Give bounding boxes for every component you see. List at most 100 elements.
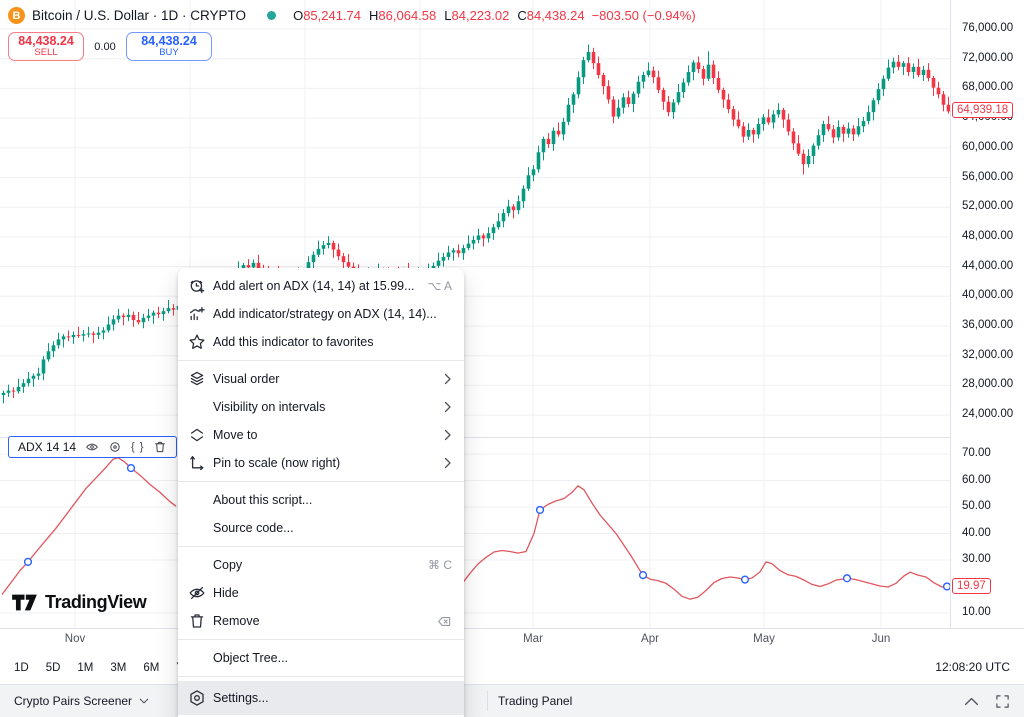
- menu-item-pin-to-scale-now-right[interactable]: Pin to scale (now right): [178, 449, 464, 477]
- price-axis[interactable]: 76,000.0072,000.0068,000.0064,000.0060,0…: [950, 0, 1024, 650]
- chevron-right-icon: [444, 401, 452, 413]
- adx-tick: 50.00: [962, 500, 991, 512]
- move-vertical-icon: [188, 426, 206, 444]
- price-tick: 44,000.00: [962, 259, 1014, 272]
- menu-item-settings[interactable]: Settings...: [178, 681, 464, 715]
- menu-divider: [178, 481, 464, 482]
- eye-icon[interactable]: [85, 440, 99, 454]
- adx-tick: 30.00: [962, 553, 991, 565]
- menu-item-label: Remove: [213, 614, 260, 628]
- sell-button[interactable]: 84,438.24 SELL: [8, 32, 84, 61]
- range-toolbar: 1D5D1M3M6MYTD 12:08:20 UTC: [0, 650, 1024, 684]
- menu-item-add-indicator-strategy-on-ad[interactable]: Add indicator/strategy on ADX (14, 14)..…: [178, 300, 464, 328]
- chevron-up-icon[interactable]: [964, 694, 979, 709]
- chart-canvas[interactable]: [0, 0, 950, 628]
- trade-buttons: 84,438.24 SELL 0.00 84,438.24 BUY: [8, 32, 212, 61]
- menu-item-about-this-script[interactable]: About this script...: [178, 486, 464, 514]
- menu-item-add-this-indicator-to-favori[interactable]: Add this indicator to favorites: [178, 328, 464, 356]
- menu-item-label: About this script...: [213, 493, 313, 507]
- symbol-header: B Bitcoin / U.S. Dollar · 1D · CRYPTO O8…: [8, 7, 696, 24]
- target-icon[interactable]: [108, 440, 122, 454]
- month-label: Mar: [523, 633, 543, 645]
- last-price-label: 64,939.18: [952, 102, 1014, 119]
- range-button-5d[interactable]: 5D: [45, 662, 61, 674]
- ohlc-pair: O85,241.74: [293, 8, 362, 23]
- layers-icon: [188, 370, 206, 388]
- menu-divider: [178, 676, 464, 677]
- chevron-right-icon: [444, 373, 452, 385]
- month-label: Apr: [641, 633, 659, 645]
- month-label: May: [753, 633, 775, 645]
- chevron-right-icon: [444, 457, 452, 469]
- menu-item-remove[interactable]: Remove: [178, 607, 464, 635]
- star-icon: [188, 333, 206, 351]
- tradingview-mark-icon: [12, 594, 37, 611]
- month-label: Nov: [64, 633, 86, 645]
- pane-separator[interactable]: [0, 437, 1024, 438]
- menu-item-visibility-on-intervals[interactable]: Visibility on intervals: [178, 393, 464, 421]
- menu-item-label: Hide: [213, 586, 239, 600]
- buy-button[interactable]: 84,438.24 BUY: [126, 32, 212, 61]
- range-button-1m[interactable]: 1M: [77, 662, 94, 674]
- eye-off-icon: [188, 584, 206, 602]
- trading-panel-toggle[interactable]: Trading Panel: [498, 694, 573, 708]
- price-tick: 48,000.00: [962, 229, 1014, 242]
- menu-item-label: Add indicator/strategy on ADX (14, 14)..…: [213, 307, 437, 321]
- indicator-add-icon: [188, 305, 206, 323]
- menu-item-label: Add this indicator to favorites: [213, 335, 374, 349]
- menu-item-source-code[interactable]: Source code...: [178, 514, 464, 542]
- menu-item-add-alert-on-adx-at[interactable]: Add alert on ADX (14, 14) at 15.99... ⌥ A: [178, 272, 464, 300]
- bitcoin-icon: B: [8, 7, 25, 24]
- symbol-title[interactable]: Bitcoin / U.S. Dollar · 1D · CRYPTO: [32, 8, 247, 23]
- month-label: Jun: [871, 633, 891, 645]
- sell-label: SELL: [34, 47, 58, 59]
- menu-divider: [178, 546, 464, 547]
- trash-icon: [188, 612, 206, 630]
- tradingview-logo: TradingView: [11, 592, 147, 613]
- range-button-6m[interactable]: 6M: [143, 662, 160, 674]
- adx-legend-title: ADX 14 14: [18, 440, 77, 454]
- pin-scale-icon: [188, 454, 206, 472]
- screener-toggle[interactable]: Crypto Pairs Screener: [0, 694, 487, 708]
- range-button-3m[interactable]: 3M: [110, 662, 127, 674]
- menu-item-label: Object Tree...: [213, 651, 289, 665]
- utc-clock[interactable]: 12:08:20 UTC: [935, 660, 1010, 674]
- icon-spacer: [188, 519, 206, 537]
- price-tick: 68,000.00: [962, 81, 1014, 94]
- ohlc-values: O85,241.74 H86,064.58 L84,223.02 C84,438.24: [293, 8, 585, 23]
- screener-label: Crypto Pairs Screener: [14, 694, 133, 708]
- menu-item-label: Pin to scale (now right): [213, 456, 341, 470]
- menu-item-move-to[interactable]: Move to: [178, 421, 464, 449]
- price-tick: 56,000.00: [962, 170, 1014, 183]
- adx-tick: 60.00: [962, 473, 991, 486]
- expand-icon[interactable]: [995, 694, 1010, 709]
- menu-divider: [178, 360, 464, 361]
- menu-item-label: Source code...: [213, 521, 294, 535]
- adx-tick: 10.00: [962, 606, 991, 618]
- change-value: −803.50 (−0.94%): [591, 8, 696, 23]
- braces-icon[interactable]: { }: [131, 441, 145, 453]
- adx-value-label: 19.97: [952, 577, 991, 594]
- time-axis[interactable]: Nov Mar Apr May Jun: [0, 628, 1024, 650]
- bottom-bar: Crypto Pairs Screener Trading Panel: [0, 684, 1024, 717]
- sell-price: 84,438.24: [18, 33, 74, 48]
- ohlc-pair: C84,438.24: [517, 8, 585, 23]
- price-tick: 32,000.00: [962, 348, 1014, 361]
- menu-item-hide[interactable]: Hide: [178, 579, 464, 607]
- menu-item-object-tree[interactable]: Object Tree...: [178, 644, 464, 672]
- price-tick: 76,000.00: [962, 22, 1014, 34]
- price-tick: 52,000.00: [962, 200, 1014, 213]
- price-tick: 24,000.00: [962, 408, 1014, 421]
- range-button-1d[interactable]: 1D: [14, 662, 29, 674]
- menu-item-visual-order[interactable]: Visual order: [178, 365, 464, 393]
- menu-item-copy[interactable]: Copy ⌘ C: [178, 551, 464, 579]
- price-tick: 40,000.00: [962, 289, 1014, 302]
- trash-icon[interactable]: [153, 440, 167, 454]
- adx-indicator-legend[interactable]: ADX 14 14 { }: [8, 436, 178, 458]
- candlesticks: [1, 44, 950, 404]
- ohlc-pair: L84,223.02: [444, 8, 510, 23]
- bottom-bar-divider: [487, 691, 488, 711]
- adx-tick: 40.00: [962, 526, 991, 539]
- shortcut-hint: ⌥ A: [427, 279, 452, 293]
